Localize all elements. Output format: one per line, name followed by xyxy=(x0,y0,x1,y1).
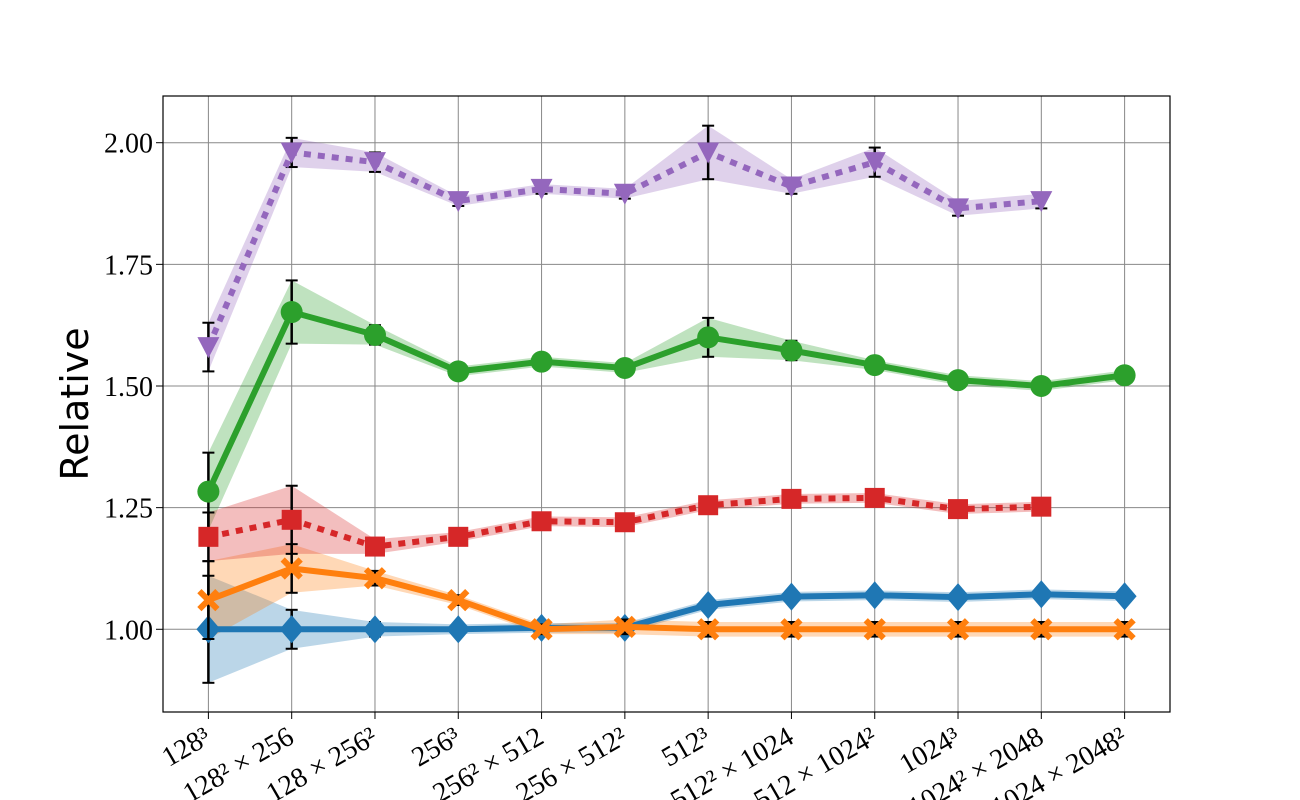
y-tick-label: 2.00 xyxy=(104,129,153,160)
marker xyxy=(613,615,636,638)
marker xyxy=(781,488,802,509)
marker xyxy=(530,350,553,373)
marker xyxy=(280,557,303,580)
y-tick-label: 1.25 xyxy=(104,494,153,525)
marker xyxy=(863,354,886,377)
marker xyxy=(613,356,636,379)
marker xyxy=(946,583,971,612)
series-line xyxy=(208,591,1125,633)
marker xyxy=(280,142,303,164)
marker xyxy=(197,480,220,503)
marker xyxy=(1112,582,1137,611)
y-tick-label: 1.00 xyxy=(104,615,153,646)
marker xyxy=(1031,496,1052,517)
marker xyxy=(531,511,552,532)
marker xyxy=(280,301,303,324)
marker xyxy=(947,369,970,392)
plot-frame xyxy=(162,95,1171,713)
marker xyxy=(198,526,219,547)
y-axis-label: Relative xyxy=(53,327,97,480)
marker xyxy=(279,615,304,644)
marker xyxy=(1030,374,1053,397)
marker xyxy=(364,536,385,557)
marker xyxy=(530,618,553,641)
marker xyxy=(697,326,720,349)
series-line xyxy=(205,308,1125,493)
marker xyxy=(1113,364,1136,387)
marker xyxy=(779,582,804,611)
marker xyxy=(447,360,470,383)
marker xyxy=(363,152,386,174)
marker xyxy=(448,526,469,547)
marker xyxy=(863,618,886,641)
marker xyxy=(1030,191,1053,213)
marker xyxy=(363,567,387,590)
marker xyxy=(946,618,970,641)
marker xyxy=(864,487,885,508)
marker xyxy=(362,615,387,644)
marker xyxy=(446,615,471,644)
marker xyxy=(530,178,553,200)
error-band xyxy=(208,125,1042,372)
series-line xyxy=(205,149,1042,349)
marker xyxy=(197,588,220,612)
marker xyxy=(1113,618,1136,641)
marker xyxy=(863,152,886,174)
marker xyxy=(697,142,720,164)
y-tick-label: 1.75 xyxy=(104,250,153,281)
marker xyxy=(698,495,719,516)
marker xyxy=(862,581,887,610)
marker xyxy=(613,183,636,205)
marker xyxy=(948,499,969,520)
marker xyxy=(780,176,803,198)
marker xyxy=(947,198,970,220)
marker xyxy=(197,337,220,359)
marker xyxy=(447,588,470,612)
marker xyxy=(363,323,386,346)
marker xyxy=(281,509,302,530)
series-line xyxy=(207,565,1125,633)
y-tick-label: 1.50 xyxy=(104,372,153,403)
marker xyxy=(1029,580,1054,609)
marker xyxy=(1030,618,1053,641)
marker xyxy=(780,339,803,362)
marker xyxy=(697,618,720,641)
marker xyxy=(780,618,803,641)
marker xyxy=(447,191,470,213)
marker xyxy=(614,512,635,533)
marker xyxy=(696,590,721,619)
